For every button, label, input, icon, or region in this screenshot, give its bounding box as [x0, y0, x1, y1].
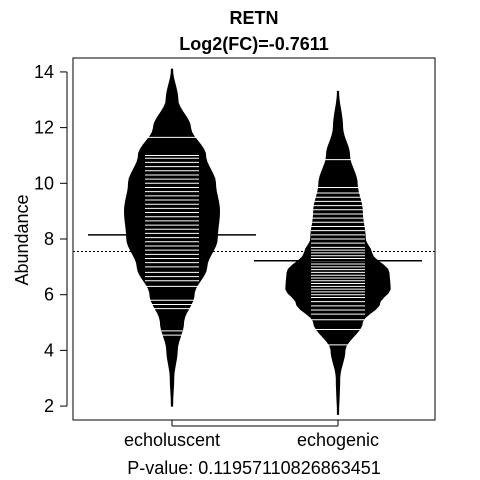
y-tick-label: 6: [44, 285, 54, 305]
y-tick-label: 4: [44, 340, 54, 360]
beans: [73, 68, 435, 415]
y-tick-label: 2: [44, 396, 54, 416]
bean-echogenic: [254, 90, 422, 415]
x-tick-label-echoluscent: echoluscent: [124, 430, 220, 450]
x-axis-label: P-value: 0.119571108268634​51: [127, 458, 381, 478]
plot-frame: [72, 57, 436, 421]
y-axis-label: Abundance: [12, 194, 32, 285]
bean-echoluscent: [88, 68, 256, 407]
chart-subtitle: Log2(FC)=-0.7611: [179, 34, 329, 54]
y-tick-label: 12: [34, 118, 54, 138]
y-tick-label: 8: [44, 229, 54, 249]
y-tick-label: 14: [34, 62, 54, 82]
y-axis: 2 4 6 8 10 12 14: [34, 62, 68, 416]
x-tick-label-echogenic: echogenic: [297, 430, 379, 450]
y-tick-label: 10: [34, 173, 54, 193]
chart-title: RETN: [230, 8, 279, 28]
x-axis: echoluscent echogenic: [124, 420, 379, 450]
